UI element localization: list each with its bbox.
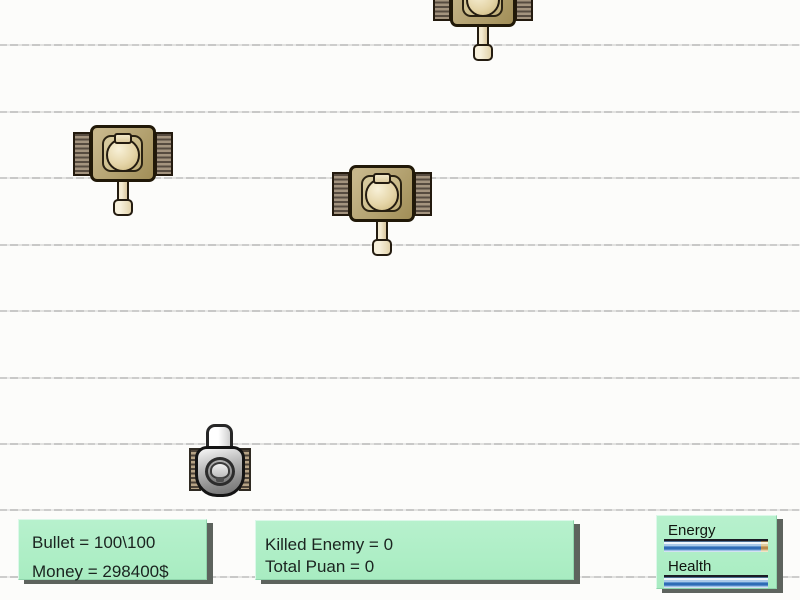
tank-tread-right-icon <box>414 172 432 216</box>
enemy-tank[interactable] <box>332 165 432 256</box>
paper-line <box>0 111 800 113</box>
tank-turret-hatch-icon <box>114 133 132 144</box>
bullet-count-text: Bullet = 100\100 <box>32 533 156 552</box>
tank-muzzle-icon <box>113 199 133 216</box>
energy-label: Energy <box>664 522 768 541</box>
energy-meter: Energy <box>664 522 768 552</box>
enemy-tank[interactable] <box>73 125 173 216</box>
money-count-text: Money = 298400$ <box>32 562 169 581</box>
tank-tread-left-icon <box>433 0 451 21</box>
paper-line <box>0 443 800 445</box>
ammo-money-panel: Bullet = 100\100 Money = 298400$ <box>18 519 207 581</box>
paper-line <box>0 244 800 246</box>
energy-bar <box>664 541 768 552</box>
status-panel: Energy Health <box>656 515 777 589</box>
tank-tread-left-icon <box>332 172 350 216</box>
total-puan-text: Total Puan = 0 <box>265 557 375 576</box>
player-hull-icon <box>195 446 245 497</box>
paper-line <box>0 377 800 379</box>
health-bar <box>664 577 768 588</box>
tank-tread-right-icon <box>155 132 173 176</box>
health-bar-fill <box>664 577 768 588</box>
paper-line <box>0 310 800 312</box>
tank-hull-icon <box>349 165 415 222</box>
tank-hull-icon <box>450 0 516 27</box>
paper-line <box>0 509 800 511</box>
enemy-tank[interactable] <box>433 0 533 61</box>
score-panel: Killed Enemy = 0 Total Puan = 0 <box>255 520 574 580</box>
paper-line <box>0 44 800 46</box>
health-meter: Health <box>664 558 768 588</box>
killed-enemy-text: Killed Enemy = 0 <box>265 535 394 554</box>
tank-muzzle-icon <box>473 44 493 61</box>
tank-tread-left-icon <box>73 132 91 176</box>
energy-bar-fill <box>664 541 761 552</box>
tank-muzzle-icon <box>372 239 392 256</box>
tank-hull-icon <box>90 125 156 182</box>
player-turret-ring-icon <box>205 457 235 486</box>
player-tank[interactable] <box>189 424 251 497</box>
player-turret-notch-icon <box>216 477 224 482</box>
tank-tread-right-icon <box>515 0 533 21</box>
tank-turret-hatch-icon <box>373 173 391 184</box>
health-label: Health <box>664 558 768 577</box>
